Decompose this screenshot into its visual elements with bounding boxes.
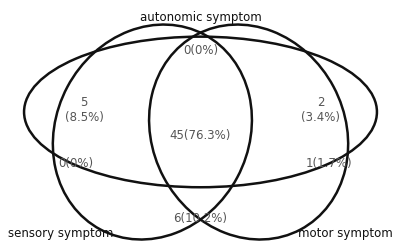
Text: autonomic symptom: autonomic symptom	[140, 11, 261, 24]
Text: 2
(3.4%): 2 (3.4%)	[301, 96, 340, 124]
Text: motor symptom: motor symptom	[298, 226, 393, 239]
Text: 5
(8.5%): 5 (8.5%)	[65, 96, 103, 124]
Text: sensory symptom: sensory symptom	[8, 226, 113, 239]
Text: 45(76.3%): 45(76.3%)	[170, 128, 231, 141]
Text: 0(0%): 0(0%)	[183, 44, 218, 57]
Text: 6(10.2%): 6(10.2%)	[174, 211, 227, 224]
Text: 1(1.7%): 1(1.7%)	[306, 156, 352, 169]
Text: 0(0%): 0(0%)	[59, 156, 94, 169]
